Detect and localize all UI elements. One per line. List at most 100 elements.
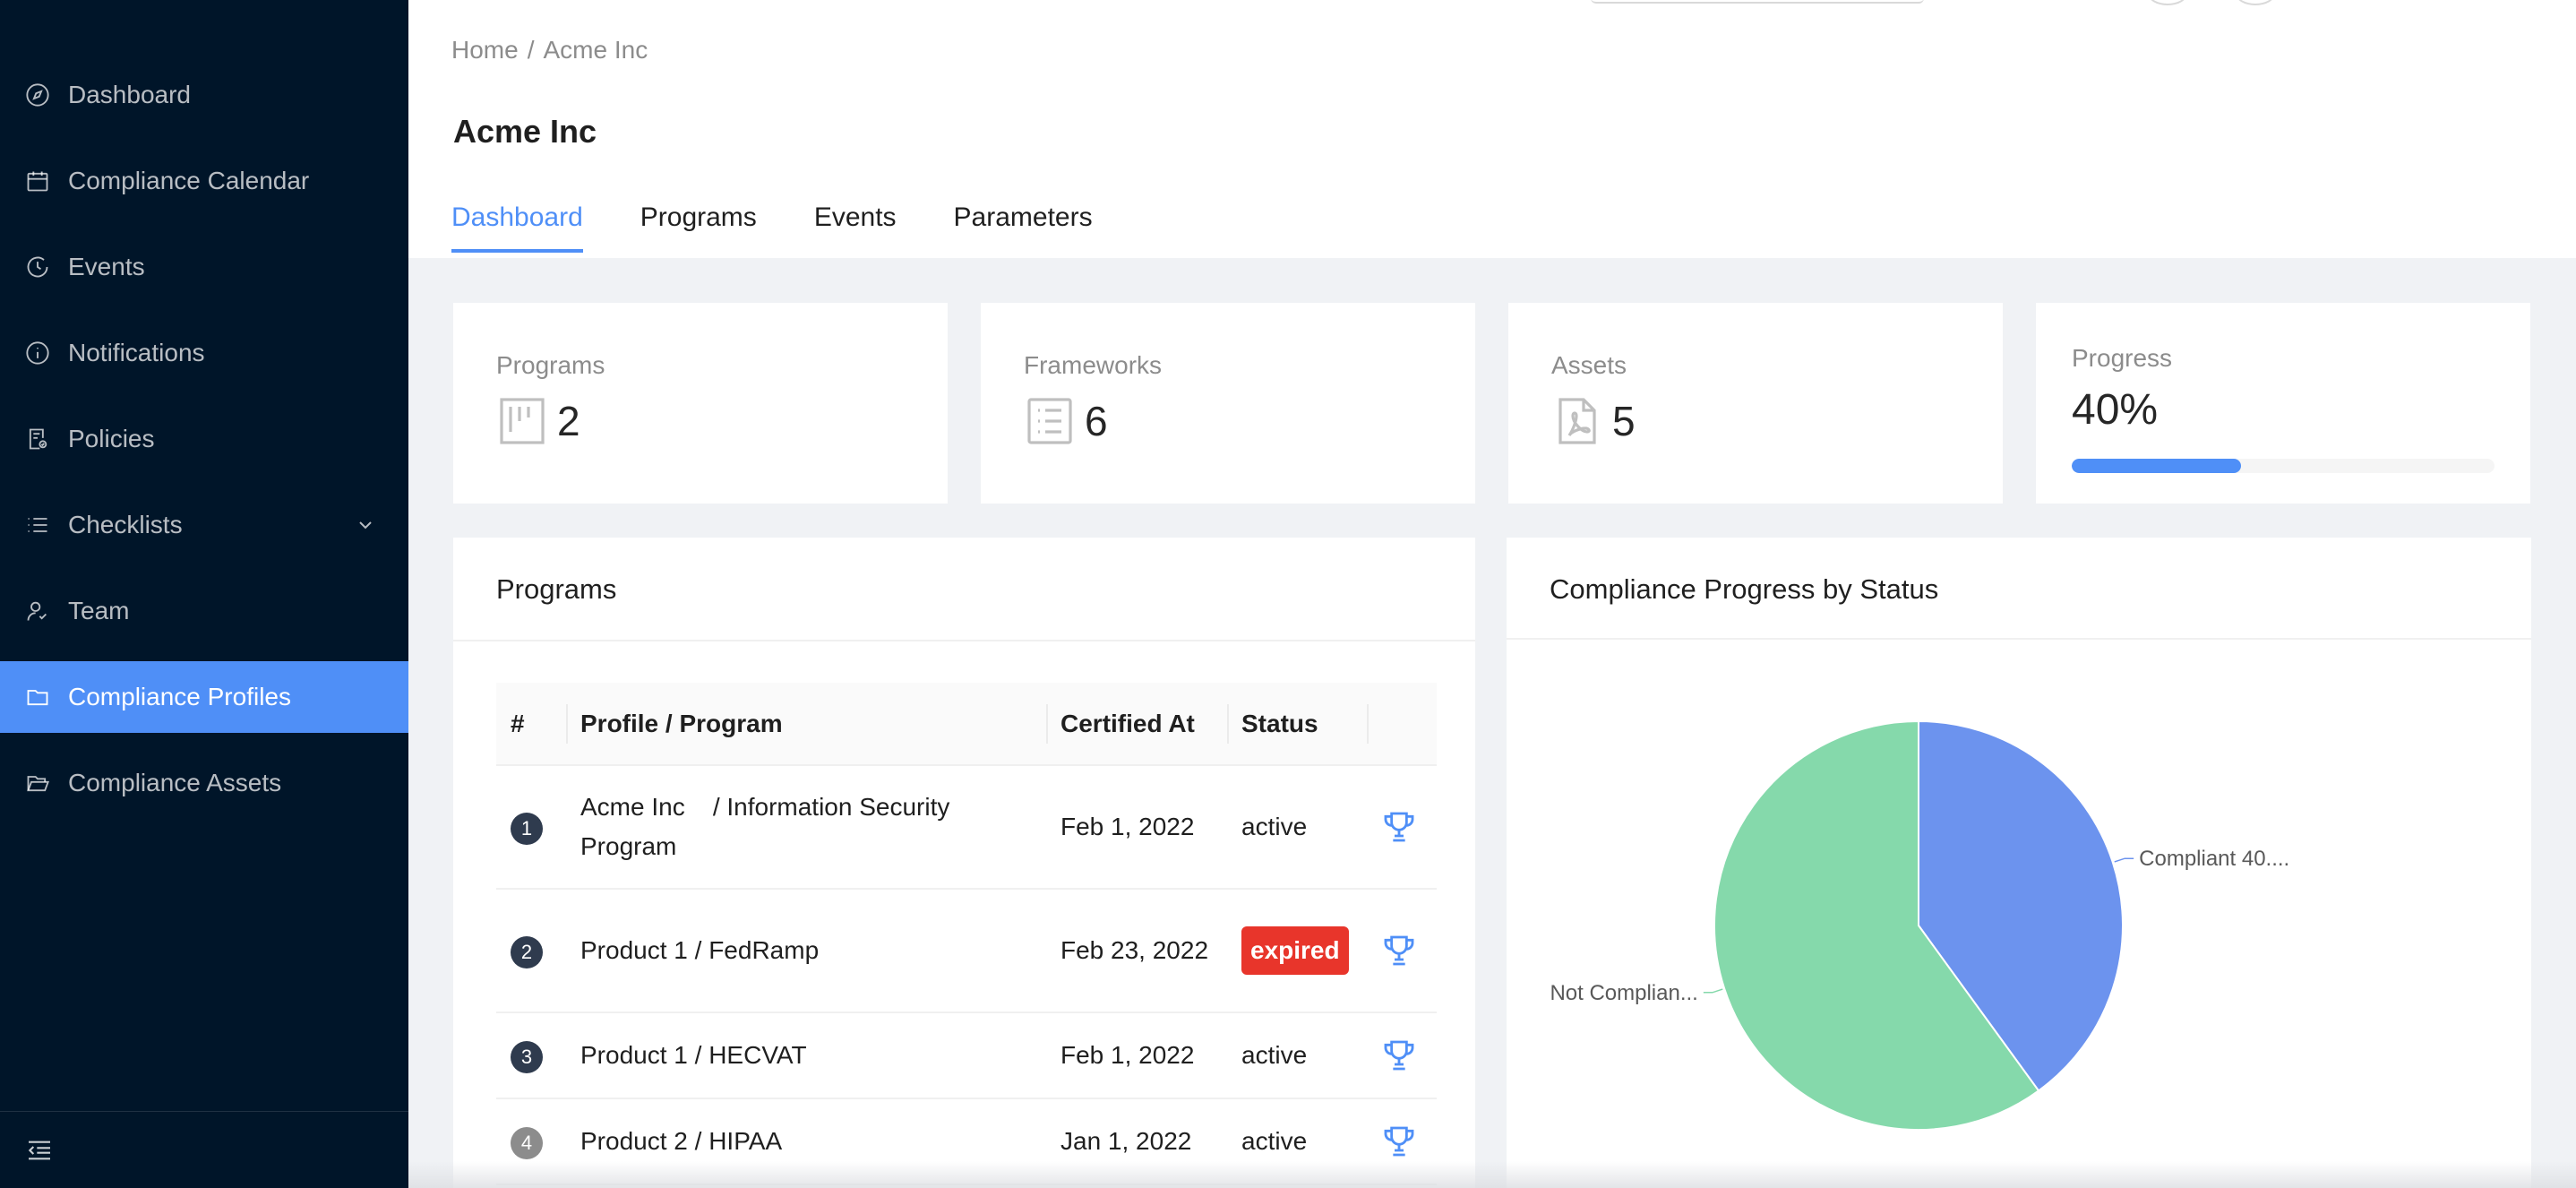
tabs: Dashboard Programs Events Parameters: [451, 202, 1150, 253]
table-row[interactable]: 1 Acme Inc / Information Security Progra…: [496, 765, 1437, 890]
search-input[interactable]: [1591, 0, 1924, 4]
list-icon: [25, 512, 50, 538]
folder-open-icon: [25, 770, 50, 796]
certified-at-cell: Feb 1, 2022: [1046, 765, 1227, 890]
project-icon: [500, 398, 545, 444]
sidebar-item-label: Compliance Assets: [68, 769, 282, 796]
column-header: Status: [1227, 683, 1367, 766]
panel-title: Compliance Progress by Status: [1550, 573, 1939, 605]
tab-programs[interactable]: Programs: [640, 202, 757, 232]
sidebar-item-label: Dashboard: [68, 81, 191, 108]
sidebar-item-team[interactable]: Team: [0, 575, 408, 647]
table-row[interactable]: 2 Product 1 / FedRamp Feb 23, 2022 expir…: [496, 889, 1437, 1013]
breadcrumb-separator: /: [527, 36, 535, 64]
compass-icon: [25, 82, 50, 108]
chevron-down-icon[interactable]: [355, 514, 376, 536]
stat-card-programs: Programs 2: [453, 303, 948, 504]
progress-bar-fill: [2072, 459, 2241, 473]
pie-slice-label: Not Complian...: [1550, 981, 1697, 1005]
program-name[interactable]: / Information Security Program: [580, 793, 950, 860]
column-header: #: [496, 683, 566, 766]
tab-dashboard[interactable]: Dashboard: [451, 202, 583, 253]
programs-panel: Programs # Profile / Program Certified A…: [453, 538, 1475, 1188]
column-header: Certified At: [1046, 683, 1227, 766]
profile-program-cell: Acme Inc / Information Security Program: [566, 765, 1046, 890]
page-header: Home / Acme Inc Acme Inc Dashboard Program…: [408, 11, 2576, 258]
row-number-badge: 1: [511, 813, 543, 845]
row-number-badge: 4: [511, 1127, 543, 1159]
sidebar-item-label: Team: [68, 597, 130, 624]
trophy-icon[interactable]: [1381, 1123, 1422, 1159]
breadcrumb-home[interactable]: Home: [451, 36, 519, 64]
sidebar-item-dashboard[interactable]: Dashboard: [0, 59, 408, 131]
sidebar-item-events[interactable]: Events: [0, 231, 408, 303]
sidebar-item-compliance-profiles[interactable]: Compliance Profiles: [0, 661, 408, 733]
page-title: Acme Inc: [453, 113, 597, 150]
profile-name[interactable]: Product 2: [580, 1127, 688, 1155]
profile-name[interactable]: Product 1: [580, 936, 688, 964]
pie-label-leader: [1703, 988, 1723, 994]
stat-value: 6: [1085, 398, 1108, 444]
tab-parameters[interactable]: Parameters: [953, 202, 1093, 232]
sidebar: Dashboard Compliance Calendar Events Not…: [0, 0, 408, 1188]
profile-name[interactable]: Acme Inc: [580, 793, 685, 821]
tab-events[interactable]: Events: [813, 202, 897, 232]
sidebar-footer: [0, 1111, 408, 1188]
trophy-icon[interactable]: [1381, 933, 1422, 968]
stat-value: 40%: [2072, 386, 2159, 434]
programs-table: # Profile / Program Certified At Status …: [496, 683, 1437, 1185]
panel-title: Programs: [496, 573, 617, 605]
row-number-badge: 2: [511, 936, 543, 968]
info-icon: [25, 340, 50, 366]
trophy-icon[interactable]: [1381, 1037, 1422, 1073]
program-name[interactable]: / FedRamp: [694, 936, 820, 964]
status-badge: expired: [1241, 926, 1349, 975]
panel-divider: [453, 640, 1475, 641]
folder-icon: [25, 684, 50, 710]
pie-slice-label: Compliant 40....: [2139, 847, 2289, 871]
breadcrumb-current: Acme Inc: [543, 36, 648, 64]
policy-icon: [25, 426, 50, 452]
sidebar-item-label: Policies: [68, 425, 155, 452]
profile-program-cell: Product 1 / FedRamp: [566, 889, 1046, 1013]
profile-name[interactable]: Product 1: [580, 1041, 688, 1069]
calendar-icon: [25, 168, 50, 194]
top-header: [408, 0, 2576, 11]
profile-program-cell: Product 1 / HECVAT: [566, 1012, 1046, 1099]
sidebar-item-notifications[interactable]: Notifications: [0, 317, 408, 389]
stat-label: Progress: [2072, 344, 2173, 372]
pie-slice[interactable]: [1918, 719, 2124, 1092]
bell-icon[interactable]: [2148, 0, 2187, 5]
row-number-badge: 3: [511, 1041, 543, 1073]
chart-panel: Compliance Progress by Status Compliant …: [1507, 538, 2531, 1188]
column-header: Profile / Program: [566, 683, 1046, 766]
breadcrumb: Home / Acme Inc: [451, 36, 648, 65]
sidebar-item-compliance-assets[interactable]: Compliance Assets: [0, 747, 408, 819]
menu-fold-icon[interactable]: [25, 1136, 54, 1165]
certified-at-cell: Feb 23, 2022: [1046, 889, 1227, 1013]
sidebar-nav: Dashboard Compliance Calendar Events Not…: [0, 0, 408, 819]
table-row[interactable]: 3 Product 1 / HECVAT Feb 1, 2022 active: [496, 1012, 1437, 1099]
sidebar-item-checklists[interactable]: Checklists: [0, 489, 408, 561]
program-name[interactable]: / HIPAA: [694, 1127, 783, 1155]
sidebar-item-policies[interactable]: Policies: [0, 403, 408, 475]
pie-label-leader: [2114, 857, 2134, 863]
stat-value-row: 2: [498, 396, 580, 446]
column-header: [1367, 683, 1437, 766]
stat-label: Frameworks: [1024, 351, 1163, 379]
status-cell: active: [1227, 1012, 1367, 1099]
bottom-fade: [408, 1161, 2576, 1188]
stat-card-progress: Progress 40%: [2036, 303, 2530, 504]
trophy-icon[interactable]: [1381, 809, 1422, 845]
program-name[interactable]: / HECVAT: [694, 1041, 807, 1069]
avatar[interactable]: [2236, 0, 2275, 5]
certified-at-cell: Feb 1, 2022: [1046, 1012, 1227, 1099]
sidebar-item-label: Compliance Calendar: [68, 167, 310, 194]
stat-value-row: 5: [1553, 396, 1636, 446]
panel-divider: [1507, 638, 2531, 640]
sidebar-item-compliance-calendar[interactable]: Compliance Calendar: [0, 145, 408, 217]
stat-value-row: 6: [1026, 396, 1108, 446]
pie-slice[interactable]: [1713, 719, 2040, 1131]
pdf-file-icon: [1558, 398, 1596, 444]
